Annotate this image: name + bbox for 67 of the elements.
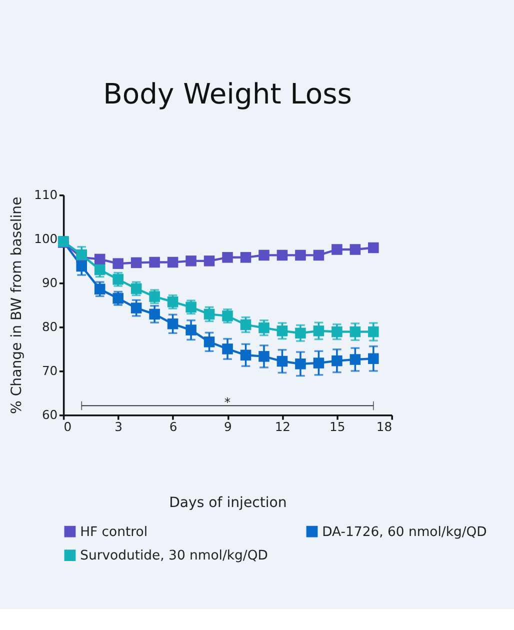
- point: [112, 274, 124, 285]
- point: [186, 324, 196, 336]
- point: [149, 308, 160, 320]
- point: [332, 326, 342, 338]
- point: [130, 283, 142, 294]
- point: [350, 244, 361, 255]
- chart-title: Body Weight Loss: [103, 77, 352, 110]
- point: [368, 353, 379, 364]
- x-tick-label: 18: [376, 420, 392, 434]
- point: [313, 326, 324, 336]
- point: [313, 358, 324, 368]
- point: [222, 344, 233, 354]
- point: [258, 351, 270, 362]
- point: [276, 356, 288, 367]
- y-tick-label: 90: [42, 276, 58, 290]
- x-tick-label: 15: [330, 420, 346, 434]
- y-axis-title: % Change in BW from baseline: [8, 196, 25, 414]
- point: [167, 318, 178, 330]
- point: [94, 284, 106, 294]
- point: [222, 310, 233, 322]
- legend-label: Survodutide, 30 nmol/kg/QD: [80, 548, 268, 564]
- y-tick-label: 70: [42, 364, 58, 378]
- legend-label: DA-1726, 60 nmol/kg/QD: [322, 524, 487, 540]
- point: [76, 249, 87, 260]
- point: [368, 242, 379, 254]
- y-tick-label: 60: [42, 408, 58, 422]
- point: [130, 302, 142, 314]
- point: [149, 256, 160, 268]
- point: [332, 355, 342, 366]
- ref-line-label: *: [224, 396, 231, 410]
- point: [350, 326, 361, 338]
- x-tick-label: 3: [114, 420, 122, 434]
- point: [295, 328, 306, 338]
- point: [240, 350, 252, 360]
- point: [167, 256, 178, 268]
- point: [276, 250, 288, 261]
- point: [368, 326, 379, 338]
- point: [112, 258, 124, 269]
- x-axis-title: Days of injection: [169, 494, 287, 511]
- point: [149, 291, 160, 302]
- point: [295, 250, 306, 261]
- y-tick-label: 100: [34, 232, 58, 246]
- point: [295, 358, 306, 370]
- point: [204, 336, 215, 348]
- y-tick-label: 80: [42, 320, 58, 334]
- point: [240, 252, 252, 263]
- point: [130, 257, 142, 268]
- point: [276, 326, 288, 336]
- point: [350, 354, 361, 365]
- point: [94, 254, 106, 265]
- point: [76, 260, 87, 272]
- point: [222, 252, 233, 263]
- point: [94, 264, 106, 276]
- legend-label: HF control: [80, 524, 148, 540]
- point: [204, 308, 215, 320]
- x-tick-label: 0: [64, 420, 72, 434]
- point: [186, 256, 196, 266]
- x-tick-label: 6: [169, 420, 178, 434]
- point: [204, 256, 215, 266]
- x-tick-label: 9: [224, 420, 232, 434]
- point: [258, 322, 270, 334]
- point: [240, 319, 252, 330]
- point: [258, 250, 270, 261]
- point: [313, 250, 324, 261]
- point: [332, 244, 342, 255]
- x-tick-label: 12: [274, 420, 291, 434]
- y-tick-label: 110: [34, 188, 58, 202]
